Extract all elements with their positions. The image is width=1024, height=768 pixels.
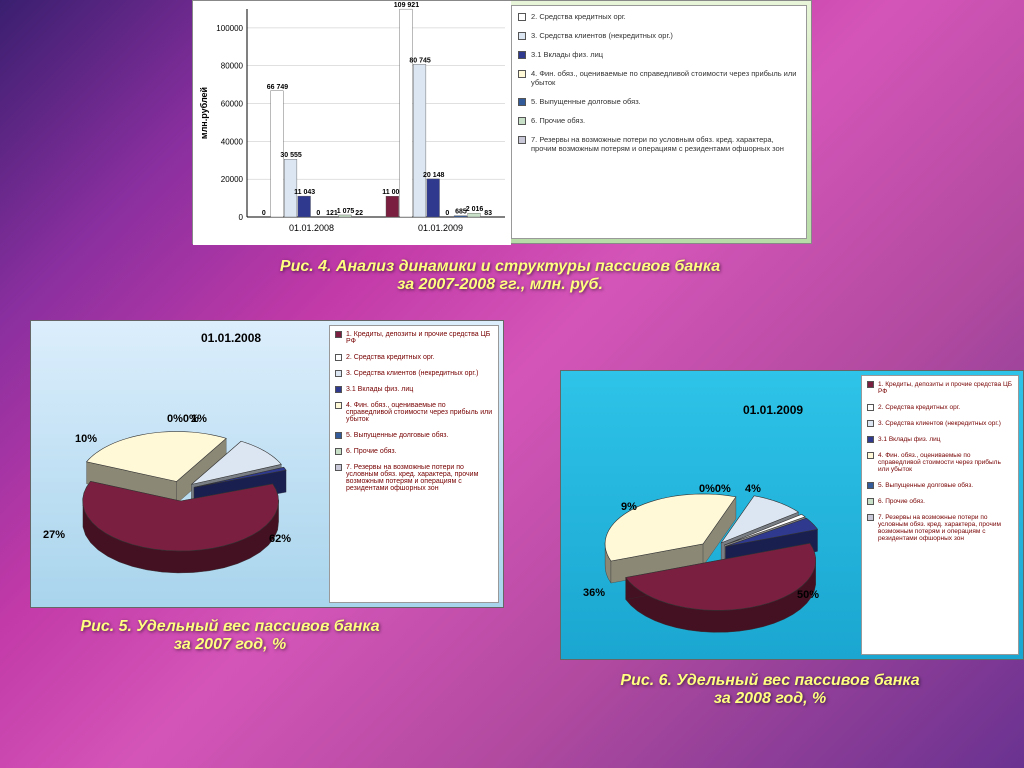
pie-legend-label: 7. Резервы на возможные потери по условн… <box>878 514 1013 542</box>
pie-2009-title: 01.01.2009 <box>743 403 803 417</box>
bar-legend-item: 3. Средства клиентов (некредитных орг.) <box>518 31 800 40</box>
svg-text:100000: 100000 <box>216 24 243 33</box>
pie-legend-item: 5. Выпущенные долговые обяз. <box>867 482 1013 489</box>
bar-legend-item: 3.1 Вклады физ. лиц <box>518 50 800 59</box>
bar-legend-item: 5. Выпущенные долговые обяз. <box>518 97 800 106</box>
bar-legend-label: 5. Выпущенные долговые обяз. <box>531 97 641 106</box>
svg-text:60000: 60000 <box>221 100 244 109</box>
pie-pct-label: 50% <box>797 589 819 601</box>
svg-text:2 016: 2 016 <box>466 206 484 213</box>
pie-2008-legend: 1. Кредиты, депозиты и прочие средства Ц… <box>329 325 499 603</box>
svg-text:22: 22 <box>355 210 363 217</box>
pie-legend-item: 1. Кредиты, депозиты и прочие средства Ц… <box>867 381 1013 395</box>
svg-text:20000: 20000 <box>221 175 244 184</box>
svg-text:40000: 40000 <box>221 137 244 146</box>
pie-legend-label: 2. Средства кредитных орг. <box>878 404 960 411</box>
pie-pct-label: 9% <box>621 501 637 513</box>
bar-chart-legend: 2. Средства кредитных орг. 3. Средства кл… <box>511 5 807 239</box>
caption-fig5-line2: за 2007 год, % <box>174 636 286 653</box>
pie-legend-label: 1. Кредиты, депозиты и прочие средства Ц… <box>878 381 1013 395</box>
pie-2008-panel: 01.01.2008 62%27%10%0%0%1% 1. Кредиты, д… <box>30 320 504 608</box>
pie-legend-item: 3. Средства клиентов (некредитных орг.) <box>867 420 1013 427</box>
caption-fig4-line1: Рис. 4. Анализ динамики и структуры пасс… <box>280 258 720 275</box>
pie-legend-label: 5. Выпущенные долговые обяз. <box>346 432 448 439</box>
svg-text:01.01.2009: 01.01.2009 <box>418 223 463 233</box>
pie-legend-label: 7. Резервы на возможные потери по условн… <box>346 464 493 492</box>
svg-text:01.01.2008: 01.01.2008 <box>289 223 334 233</box>
bar-legend-label: 3.1 Вклады физ. лиц <box>531 50 603 59</box>
pie-pct-label: 4% <box>745 483 761 495</box>
pie-pct-label: 62% <box>269 533 291 545</box>
pie-legend-label: 3. Средства клиентов (некредитных орг.) <box>346 370 478 377</box>
pie-legend-item: 6. Прочие обяз. <box>335 448 493 455</box>
pie-legend-item: 3.1 Вклады физ. лиц <box>867 436 1013 443</box>
svg-text:83: 83 <box>484 210 492 217</box>
caption-fig5: Рис. 5. Удельный вес пассивов банка за 2… <box>30 618 430 654</box>
bar-legend-label: 2. Средства кредитных орг. <box>531 12 626 21</box>
bar-chart-panel: 0 20000 40000 60000 80000 100000 млн.рублей 0 66… <box>192 0 812 244</box>
pie-2008-plot: 01.01.2008 62%27%10%0%0%1% <box>31 321 329 609</box>
svg-text:80 745: 80 745 <box>409 57 431 64</box>
svg-text:11 043: 11 043 <box>294 189 315 196</box>
bar-legend-label: 7. Резервы на возможные потери по условн… <box>531 135 800 153</box>
pie-legend-item: 6. Прочие обяз. <box>867 498 1013 505</box>
svg-text:млн.рублей: млн.рублей <box>199 87 209 139</box>
pie-legend-item: 3. Средства клиентов (некредитных орг.) <box>335 370 493 377</box>
caption-fig5-line1: Рис. 5. Удельный вес пассивов банка <box>80 618 379 635</box>
pie-legend-item: 7. Резервы на возможные потери по условн… <box>867 514 1013 542</box>
svg-text:0: 0 <box>262 210 266 217</box>
svg-text:1 075: 1 075 <box>337 208 355 215</box>
caption-fig6-line1: Рис. 6. Удельный вес пассивов банка <box>620 672 919 689</box>
pie-legend-label: 6. Прочие обяз. <box>878 498 925 505</box>
pie-legend-item: 3.1 Вклады физ. лиц <box>335 386 493 393</box>
bar-legend-item: 2. Средства кредитных орг. <box>518 12 800 21</box>
svg-text:80000: 80000 <box>221 62 244 71</box>
bar-legend-label: 3. Средства клиентов (некредитных орг.) <box>531 31 673 40</box>
pie-pct-label: 0%0% <box>699 483 731 495</box>
pie-2008-title: 01.01.2008 <box>201 331 261 345</box>
caption-fig4: Рис. 4. Анализ динамики и структуры пасс… <box>170 258 830 294</box>
svg-text:0: 0 <box>316 210 320 217</box>
pie-legend-label: 5. Выпущенные долговые обяз. <box>878 482 973 489</box>
pie-legend-label: 1. Кредиты, депозиты и прочие средства Ц… <box>346 331 493 345</box>
pie-legend-item: 1. Кредиты, депозиты и прочие средства Ц… <box>335 331 493 345</box>
pie-legend-item: 2. Средства кредитных орг. <box>867 404 1013 411</box>
caption-fig6: Рис. 6. Удельный вес пассивов банка за 2… <box>560 672 980 708</box>
svg-text:109 921: 109 921 <box>394 2 419 9</box>
pie-legend-item: 7. Резервы на возможные потери по условн… <box>335 464 493 492</box>
pie-legend-label: 3.1 Вклады физ. лиц <box>346 386 413 393</box>
pie-legend-item: 4. Фин. обяз., оцениваемые по справедлив… <box>335 402 493 423</box>
bar-legend-item: 6. Прочие обяз. <box>518 116 800 125</box>
pie-legend-label: 4. Фин. обяз., оцениваемые по справедлив… <box>878 452 1013 473</box>
pie-legend-item: 2. Средства кредитных орг. <box>335 354 493 361</box>
pie-pct-label: 10% <box>75 433 97 445</box>
bar-legend-item: 4. Фин. обяз., оцениваемые по справедлив… <box>518 69 800 87</box>
caption-fig6-line2: за 2008 год, % <box>714 690 826 707</box>
pie-pct-label: 27% <box>43 529 65 541</box>
pie-pct-label: 36% <box>583 587 605 599</box>
pie-2009-legend: 1. Кредиты, депозиты и прочие средства Ц… <box>861 375 1019 655</box>
pie-legend-label: 3. Средства клиентов (некредитных орг.) <box>878 420 1001 427</box>
bar-legend-label: 4. Фин. обяз., оцениваемые по справедлив… <box>531 69 800 87</box>
pie-legend-label: 6. Прочие обяз. <box>346 448 397 455</box>
svg-text:66 749: 66 749 <box>267 84 289 91</box>
caption-fig4-line2: за 2007-2008 гг., млн. руб. <box>397 276 603 293</box>
pie-legend-label: 2. Средства кредитных орг. <box>346 354 434 361</box>
svg-text:30 555: 30 555 <box>280 152 302 159</box>
pie-legend-item: 5. Выпущенные долговые обяз. <box>335 432 493 439</box>
pie-legend-label: 4. Фин. обяз., оцениваемые по справедлив… <box>346 402 493 423</box>
pie-2009-plot: 01.01.2009 50% 36% 9% 0%0% 4% <box>561 371 861 661</box>
bar-legend-label: 6. Прочие обяз. <box>531 116 585 125</box>
bar-chart-plot: 0 20000 40000 60000 80000 100000 млн.рублей 0 66… <box>193 1 511 245</box>
pie-legend-label: 3.1 Вклады физ. лиц <box>878 436 941 443</box>
bar-legend-item: 7. Резервы на возможные потери по условн… <box>518 135 800 153</box>
pie-2009-panel: 01.01.2009 50% 36% 9% 0%0% 4% 1. Кредиты, де… <box>560 370 1024 660</box>
pie-legend-item: 4. Фин. обяз., оцениваемые по справедлив… <box>867 452 1013 473</box>
svg-text:0: 0 <box>445 210 449 217</box>
svg-text:20 148: 20 148 <box>423 172 445 179</box>
svg-text:0: 0 <box>239 213 244 222</box>
pie-pct-label: 1% <box>191 413 207 425</box>
